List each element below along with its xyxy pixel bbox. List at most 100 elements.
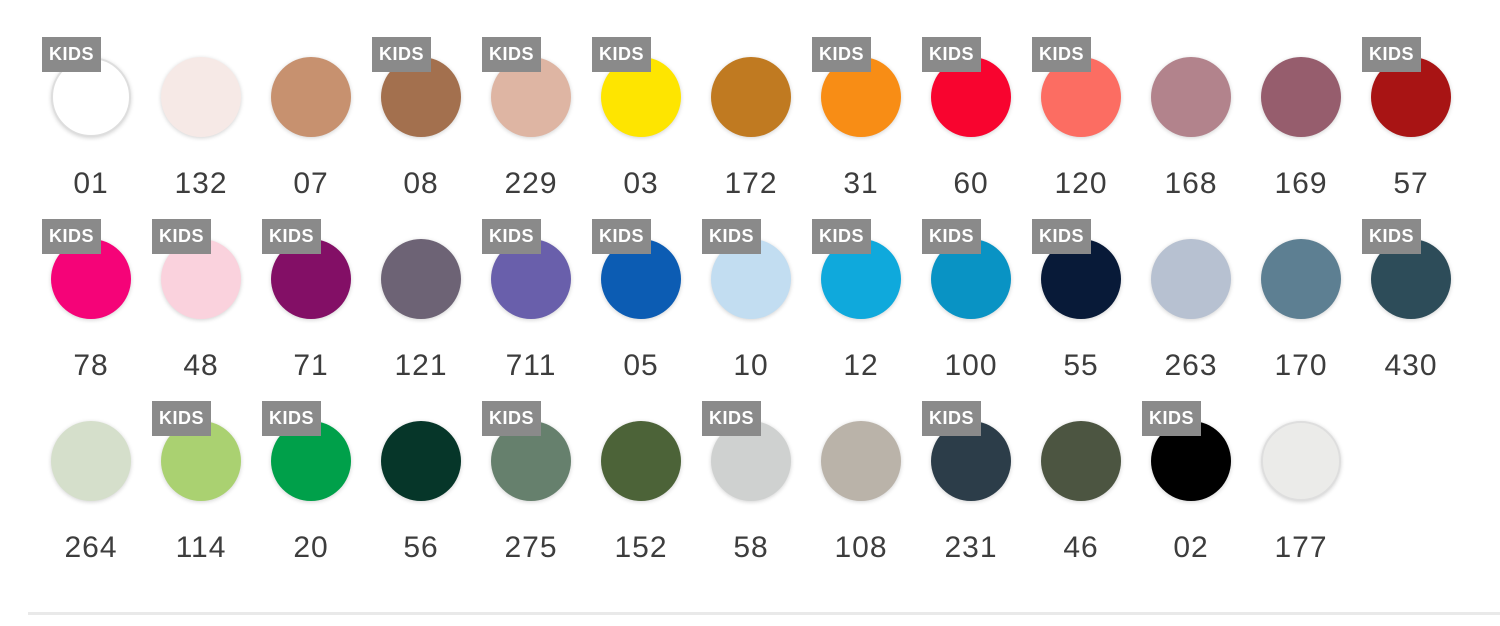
swatch-cell: KIDS 56 <box>366 364 476 564</box>
swatch-cell: KIDS 02 <box>1136 364 1246 564</box>
kids-badge: KIDS <box>482 37 542 72</box>
swatch-circle-wrap: KIDS <box>1151 57 1231 137</box>
swatch-cell: KIDS 05 <box>586 182 696 382</box>
kids-badge: KIDS <box>152 219 212 254</box>
swatch-cell: KIDS 100 <box>916 182 1026 382</box>
swatch-cell: KIDS 46 <box>1026 364 1136 564</box>
swatch-circle-wrap: KIDS <box>152 401 241 501</box>
swatch-circle-wrap: KIDS <box>262 401 351 501</box>
swatch-circle-wrap: KIDS <box>922 37 1011 137</box>
swatch-circle-wrap: KIDS <box>482 37 571 137</box>
color-swatch[interactable] <box>1041 421 1121 501</box>
color-swatch[interactable] <box>161 57 241 137</box>
swatch-code-label: 170 <box>1274 349 1328 382</box>
swatch-cell: KIDS 12 <box>806 182 916 382</box>
swatch-circle-wrap: KIDS <box>592 37 681 137</box>
swatch-cell: KIDS 229 <box>476 0 586 200</box>
kids-badge: KIDS <box>702 219 762 254</box>
swatch-code-label: 03 <box>623 167 659 200</box>
swatch-circle-wrap: KIDS <box>482 219 571 319</box>
swatch-cell: KIDS 169 <box>1246 0 1356 200</box>
color-swatch[interactable] <box>711 57 791 137</box>
swatch-row-1: KIDS 01 KIDS 132 KIDS 07 KIDS 08 KIDS 22… <box>36 0 1500 200</box>
kids-badge: KIDS <box>482 219 542 254</box>
swatch-circle-wrap: KIDS <box>601 421 681 501</box>
swatch-code-label: 275 <box>504 531 558 564</box>
swatch-cell: KIDS 57 <box>1356 0 1466 200</box>
color-swatch[interactable] <box>51 421 131 501</box>
kids-badge: KIDS <box>42 37 102 72</box>
swatch-code-label: 08 <box>403 167 439 200</box>
swatch-code-label: 100 <box>944 349 998 382</box>
swatch-code-label: 10 <box>733 349 769 382</box>
swatch-cell: KIDS 231 <box>916 364 1026 564</box>
swatch-code-label: 229 <box>504 167 558 200</box>
swatch-circle-wrap: KIDS <box>821 421 901 501</box>
color-palette: KIDS 01 KIDS 132 KIDS 07 KIDS 08 KIDS 22… <box>36 0 1500 564</box>
swatch-code-label: 12 <box>843 349 879 382</box>
swatch-code-label: 01 <box>73 167 109 200</box>
swatch-cell: KIDS 170 <box>1246 182 1356 382</box>
swatch-cell: KIDS 114 <box>146 364 256 564</box>
swatch-code-label: 121 <box>394 349 448 382</box>
swatch-cell: KIDS 263 <box>1136 182 1246 382</box>
swatch-circle-wrap: KIDS <box>262 219 351 319</box>
swatch-cell: KIDS 121 <box>366 182 476 382</box>
swatch-cell: KIDS 01 <box>36 0 146 200</box>
swatch-code-label: 58 <box>733 531 769 564</box>
swatch-cell: KIDS 48 <box>146 182 256 382</box>
swatch-cell: KIDS 108 <box>806 364 916 564</box>
swatch-code-label: 20 <box>293 531 329 564</box>
swatch-circle-wrap: KIDS <box>1261 239 1341 319</box>
color-swatch[interactable] <box>1261 239 1341 319</box>
swatch-cell: KIDS 275 <box>476 364 586 564</box>
swatch-cell: KIDS 78 <box>36 182 146 382</box>
swatch-circle-wrap: KIDS <box>922 401 1011 501</box>
kids-badge: KIDS <box>922 37 982 72</box>
swatch-circle-wrap: KIDS <box>1261 57 1341 137</box>
swatch-circle-wrap: KIDS <box>812 219 901 319</box>
swatch-circle-wrap: KIDS <box>1032 37 1121 137</box>
swatch-cell: KIDS 31 <box>806 0 916 200</box>
color-swatch[interactable] <box>271 57 351 137</box>
kids-badge: KIDS <box>262 219 322 254</box>
swatch-cell: KIDS 132 <box>146 0 256 200</box>
swatch-circle-wrap: KIDS <box>1261 421 1341 501</box>
swatch-circle-wrap: KIDS <box>381 421 461 501</box>
color-swatch[interactable] <box>1151 57 1231 137</box>
color-swatch[interactable] <box>381 239 461 319</box>
swatch-cell: KIDS 152 <box>586 364 696 564</box>
kids-badge: KIDS <box>42 219 102 254</box>
swatch-cell: KIDS 177 <box>1246 364 1356 564</box>
swatch-code-label: 114 <box>175 531 227 564</box>
color-swatch[interactable] <box>1261 421 1341 501</box>
swatch-code-label: 07 <box>293 167 329 200</box>
color-swatch[interactable] <box>821 421 901 501</box>
color-swatch[interactable] <box>381 421 461 501</box>
swatch-circle-wrap: KIDS <box>372 37 461 137</box>
swatch-code-label: 108 <box>834 531 888 564</box>
swatch-code-label: 263 <box>1164 349 1218 382</box>
kids-badge: KIDS <box>1032 219 1092 254</box>
swatch-code-label: 05 <box>623 349 659 382</box>
swatch-circle-wrap: KIDS <box>1041 421 1121 501</box>
swatch-code-label: 711 <box>505 349 557 382</box>
kids-badge: KIDS <box>922 401 982 436</box>
swatch-cell: KIDS 55 <box>1026 182 1136 382</box>
swatch-cell: KIDS 58 <box>696 364 806 564</box>
swatch-circle-wrap: KIDS <box>592 219 681 319</box>
swatch-code-label: 132 <box>174 167 228 200</box>
color-swatch[interactable] <box>601 421 681 501</box>
color-swatch[interactable] <box>1261 57 1341 137</box>
swatch-code-label: 02 <box>1173 531 1209 564</box>
swatch-circle-wrap: KIDS <box>381 239 461 319</box>
swatch-code-label: 78 <box>73 349 109 382</box>
swatch-cell: KIDS 10 <box>696 182 806 382</box>
kids-badge: KIDS <box>592 219 652 254</box>
swatch-code-label: 56 <box>403 531 439 564</box>
swatch-code-label: 60 <box>953 167 989 200</box>
kids-badge: KIDS <box>262 401 322 436</box>
divider <box>28 612 1500 615</box>
color-swatch[interactable] <box>1151 239 1231 319</box>
